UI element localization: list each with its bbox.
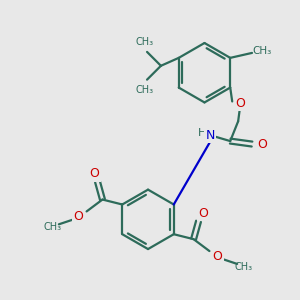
- Text: CH₃: CH₃: [252, 46, 272, 56]
- Text: H: H: [198, 128, 207, 138]
- Text: CH₃: CH₃: [234, 262, 252, 272]
- Text: N: N: [206, 129, 215, 142]
- Text: O: O: [74, 210, 84, 223]
- Text: O: O: [235, 97, 245, 110]
- Text: CH₃: CH₃: [135, 37, 153, 47]
- Text: CH₃: CH₃: [135, 85, 153, 94]
- Text: O: O: [257, 138, 267, 151]
- Text: O: O: [199, 207, 208, 220]
- Text: O: O: [212, 250, 222, 262]
- Text: CH₃: CH₃: [44, 222, 62, 232]
- Text: O: O: [90, 167, 100, 180]
